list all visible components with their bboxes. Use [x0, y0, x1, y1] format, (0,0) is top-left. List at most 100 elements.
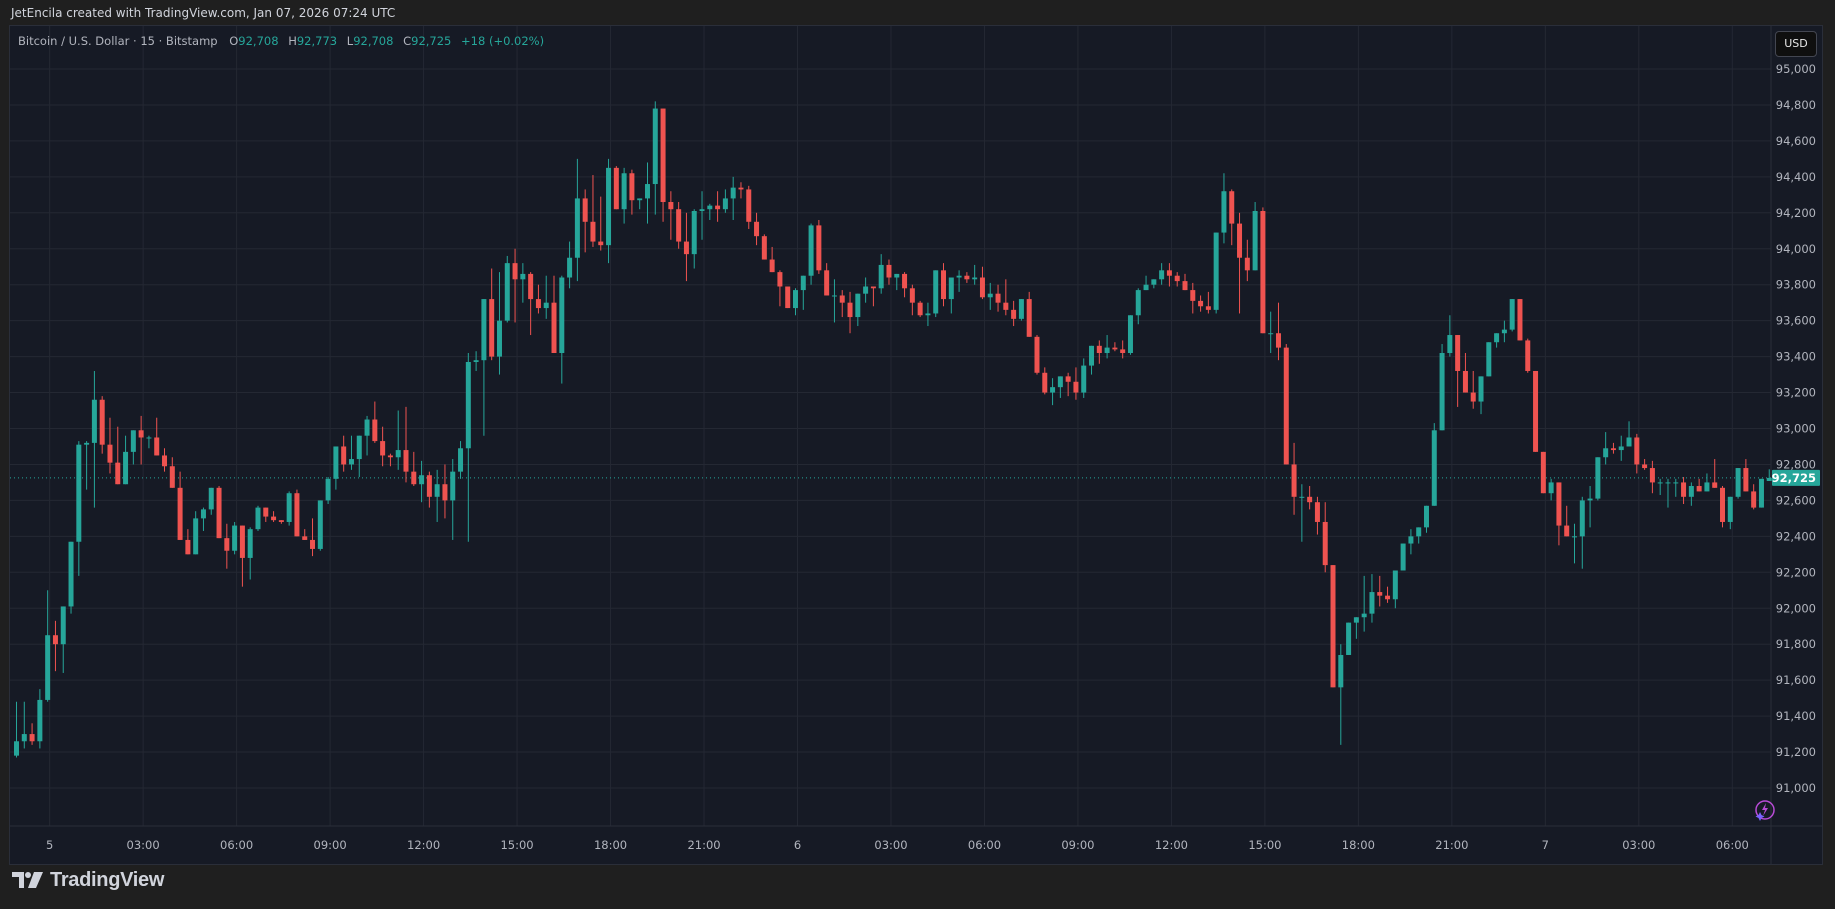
time-axis[interactable]: [10, 827, 1771, 864]
candle-body: [1291, 464, 1297, 497]
price-axis-label: 92,400: [1776, 529, 1816, 543]
close-value: 92,725: [411, 34, 452, 48]
candle-body: [1525, 340, 1531, 371]
currency-button[interactable]: USD: [1775, 31, 1817, 57]
candle-body: [504, 263, 510, 321]
candle-body: [1190, 290, 1196, 301]
candle-body: [691, 211, 697, 255]
candle-body: [909, 288, 915, 303]
candle-body: [824, 270, 830, 296]
candle-body: [286, 493, 292, 522]
candle-body: [489, 299, 495, 357]
candle-body: [1587, 498, 1593, 501]
candle-body: [979, 277, 985, 298]
candle-body: [1369, 592, 1375, 614]
chart-frame: [9, 25, 1823, 865]
candle-body: [177, 487, 183, 540]
candle-body: [1205, 306, 1211, 310]
tradingview-logo-icon: [12, 872, 43, 888]
candle-body: [162, 455, 168, 467]
candle-body: [715, 205, 721, 210]
candle-body: [543, 302, 549, 309]
brand-name: TradingView: [50, 868, 165, 891]
candle-body: [863, 286, 869, 294]
candle-body: [52, 635, 58, 645]
candle-body: [1135, 290, 1141, 316]
time-axis-label: 03:00: [874, 838, 907, 852]
candle-body: [68, 541, 74, 607]
time-axis-label: 06:00: [1716, 838, 1749, 852]
candle-body: [45, 635, 51, 700]
candle-body: [1018, 299, 1024, 319]
candle-body: [676, 209, 682, 242]
candle-body: [333, 446, 339, 479]
candle-body: [1120, 349, 1126, 354]
candle-body: [956, 275, 962, 278]
candle-body: [1244, 257, 1250, 271]
candle-body: [1431, 430, 1437, 506]
price-axis-label: 93,800: [1776, 278, 1816, 292]
candle-body: [793, 290, 798, 309]
lightning-sparkle-icon[interactable]: [1755, 800, 1775, 821]
time-axis-label: 09:00: [1061, 838, 1094, 852]
price-axis-label: 91,400: [1776, 709, 1816, 723]
time-axis-label: 6: [794, 838, 801, 852]
price-axis-label: 95,000: [1776, 62, 1816, 76]
price-axis-label: 94,200: [1776, 206, 1816, 220]
candle-body: [637, 198, 643, 201]
candle-body: [1439, 353, 1445, 431]
candle-body: [255, 507, 261, 530]
close-label: C: [403, 34, 412, 48]
price-axis-label: 94,600: [1776, 134, 1816, 148]
price-axis-label: 92,800: [1776, 457, 1816, 471]
candle-body: [816, 225, 822, 271]
candle-body: [1416, 527, 1422, 537]
candle-body: [551, 302, 557, 354]
candle-body: [1096, 345, 1102, 354]
candle-body: [247, 529, 253, 558]
candle-body: [1089, 345, 1095, 366]
candle-body: [1400, 543, 1406, 571]
high-label: H: [288, 34, 297, 48]
candle-body: [535, 299, 541, 309]
candle-body: [123, 451, 129, 485]
time-axis-label: 03:00: [127, 838, 160, 852]
last-price-label: 92,725: [1772, 471, 1816, 485]
high-value: 92,773: [296, 34, 338, 48]
price-axis-label: 93,600: [1776, 314, 1816, 328]
symbol-title[interactable]: Bitcoin / U.S. Dollar · 15 · Bitstamp: [18, 34, 218, 48]
candle-body: [411, 471, 417, 485]
candle-body: [1595, 457, 1601, 499]
candle-body: [496, 320, 502, 357]
price-axis-label: 94,000: [1776, 242, 1816, 256]
candle-body: [263, 507, 269, 517]
price-axis-label: 91,800: [1776, 637, 1816, 651]
candle-body: [193, 518, 199, 555]
candle-body: [917, 302, 923, 316]
candle-body: [660, 108, 666, 203]
candle-body: [1564, 525, 1570, 537]
candle-body: [1486, 342, 1492, 377]
candle-body: [754, 221, 760, 237]
candle-body: [1579, 500, 1585, 537]
candle-body: [224, 538, 230, 551]
candle-body: [1634, 437, 1640, 465]
candle-body: [1221, 191, 1227, 233]
candle-body: [200, 509, 206, 519]
candle-body: [668, 202, 674, 210]
price-axis[interactable]: [1772, 26, 1822, 826]
candle-body: [1657, 482, 1663, 484]
candle-body: [1533, 370, 1539, 452]
candle-body: [1050, 387, 1056, 393]
candle-body: [683, 241, 689, 255]
candle-body: [1143, 284, 1149, 291]
candle-body: [1470, 392, 1476, 402]
tradingview-logo[interactable]: TradingView: [12, 866, 164, 894]
candle-body: [644, 184, 650, 199]
candle-body: [1626, 437, 1632, 447]
candle-body: [1081, 365, 1087, 393]
candle-body: [1423, 505, 1429, 528]
candle-body: [364, 419, 370, 436]
low-label: L: [346, 34, 354, 48]
